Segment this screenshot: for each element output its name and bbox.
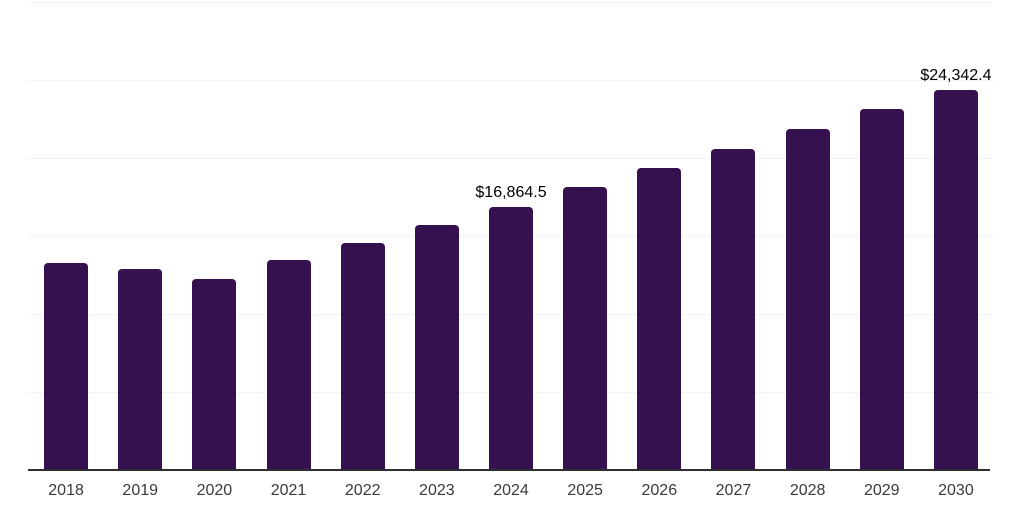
bar-2021 xyxy=(266,260,311,470)
bar-2028 xyxy=(785,128,830,470)
bar-2018 xyxy=(44,263,89,470)
bar-slot-2019 xyxy=(103,2,177,470)
x-tick-2025: 2025 xyxy=(567,482,603,499)
bar-slot-2020 xyxy=(177,2,251,470)
bar-slot-2024 xyxy=(474,2,548,470)
x-axis-labels: 2018 2019 2020 2021 2022 2023 2024 2025 2026 2027… xyxy=(29,483,993,503)
x-tick-2020: 2020 xyxy=(196,482,233,499)
bar-2023 xyxy=(414,225,459,470)
bar-slot-2030 xyxy=(919,2,993,470)
bar-slot-2029 xyxy=(845,2,919,470)
bar-slot-2021 xyxy=(251,2,325,470)
plot-area: $16,864.5 $24,342.4 xyxy=(29,2,993,470)
bar-slot-2018 xyxy=(29,2,103,470)
x-tick-2021: 2021 xyxy=(270,482,307,499)
bar-2024 xyxy=(488,206,533,470)
value-label-2024: $16,864.5 xyxy=(475,183,547,201)
x-tick-2023: 2023 xyxy=(419,482,455,499)
x-tick-2028: 2028 xyxy=(789,482,826,499)
x-tick-2026: 2026 xyxy=(641,482,678,499)
x-tick-2027: 2027 xyxy=(715,482,752,499)
x-tick-2022: 2022 xyxy=(344,482,381,499)
bar-slot-2023 xyxy=(400,2,474,470)
bar-2020 xyxy=(192,278,237,470)
bar-slot-2025 xyxy=(548,2,622,470)
x-axis-line xyxy=(28,469,990,471)
bar-slot-2022 xyxy=(326,2,400,470)
gridline-30000 xyxy=(29,2,993,3)
bar-2025 xyxy=(563,187,608,470)
bar-slot-2026 xyxy=(622,2,696,470)
bar-2030 xyxy=(933,90,978,470)
bar-2027 xyxy=(711,148,756,470)
x-tick-2029: 2029 xyxy=(863,482,900,499)
gridline-20000 xyxy=(29,158,993,159)
bar-slot-2027 xyxy=(696,2,770,470)
x-tick-2024: 2024 xyxy=(493,482,529,499)
x-tick-2019: 2019 xyxy=(122,482,159,499)
gridline-25000 xyxy=(29,80,993,81)
bar-2029 xyxy=(859,109,904,470)
bar-2019 xyxy=(118,268,163,470)
bar-2022 xyxy=(340,243,385,470)
value-label-2030: $24,342.4 xyxy=(920,67,992,85)
bar-slot-2028 xyxy=(771,2,845,470)
x-tick-2030: 2030 xyxy=(938,482,974,499)
bar-2026 xyxy=(637,167,682,470)
x-tick-2018: 2018 xyxy=(48,482,84,499)
